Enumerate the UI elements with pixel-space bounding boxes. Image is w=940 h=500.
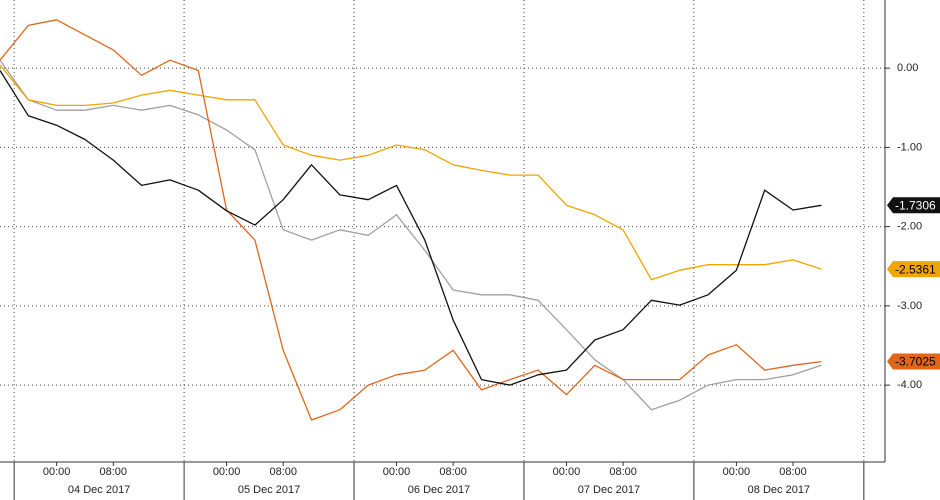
y-tick-label: -3.00 <box>897 300 922 312</box>
series-line <box>0 64 822 281</box>
x-group-label: 06 Dec 2017 <box>408 484 470 496</box>
last-value-tag <box>887 261 940 278</box>
x-tick-label: 00:00 <box>383 466 411 478</box>
y-tick-label: -2.00 <box>897 221 922 233</box>
series-line <box>0 59 822 411</box>
last-value-label: -3.7025 <box>895 355 936 369</box>
last-value-tag <box>887 197 940 214</box>
y-tick-label: 0.00 <box>897 62 918 74</box>
last-value-label: -2.5361 <box>895 262 936 276</box>
x-tick-label: 00:00 <box>553 466 581 478</box>
series-line <box>0 70 822 386</box>
last-value-tag <box>887 353 940 370</box>
last-value-label: -1.7306 <box>895 198 936 212</box>
x-tick-label: 08:00 <box>779 466 807 478</box>
x-tick-label: 08:00 <box>609 466 637 478</box>
x-group-label: 05 Dec 2017 <box>238 484 300 496</box>
y-tick-label: -4.00 <box>897 379 922 391</box>
x-tick-label: 08:00 <box>100 466 128 478</box>
x-tick-label: 00:00 <box>43 466 71 478</box>
x-tick-label: 00:00 <box>723 466 751 478</box>
x-group-label: 08 Dec 2017 <box>748 484 810 496</box>
x-tick-label: 08:00 <box>269 466 297 478</box>
y-tick-label: -1.00 <box>897 141 922 153</box>
x-tick-label: 00:00 <box>213 466 241 478</box>
x-tick-label: 08:00 <box>439 466 467 478</box>
series-line <box>0 19 822 421</box>
x-group-label: 07 Dec 2017 <box>578 484 640 496</box>
x-group-label: 04 Dec 2017 <box>68 484 130 496</box>
